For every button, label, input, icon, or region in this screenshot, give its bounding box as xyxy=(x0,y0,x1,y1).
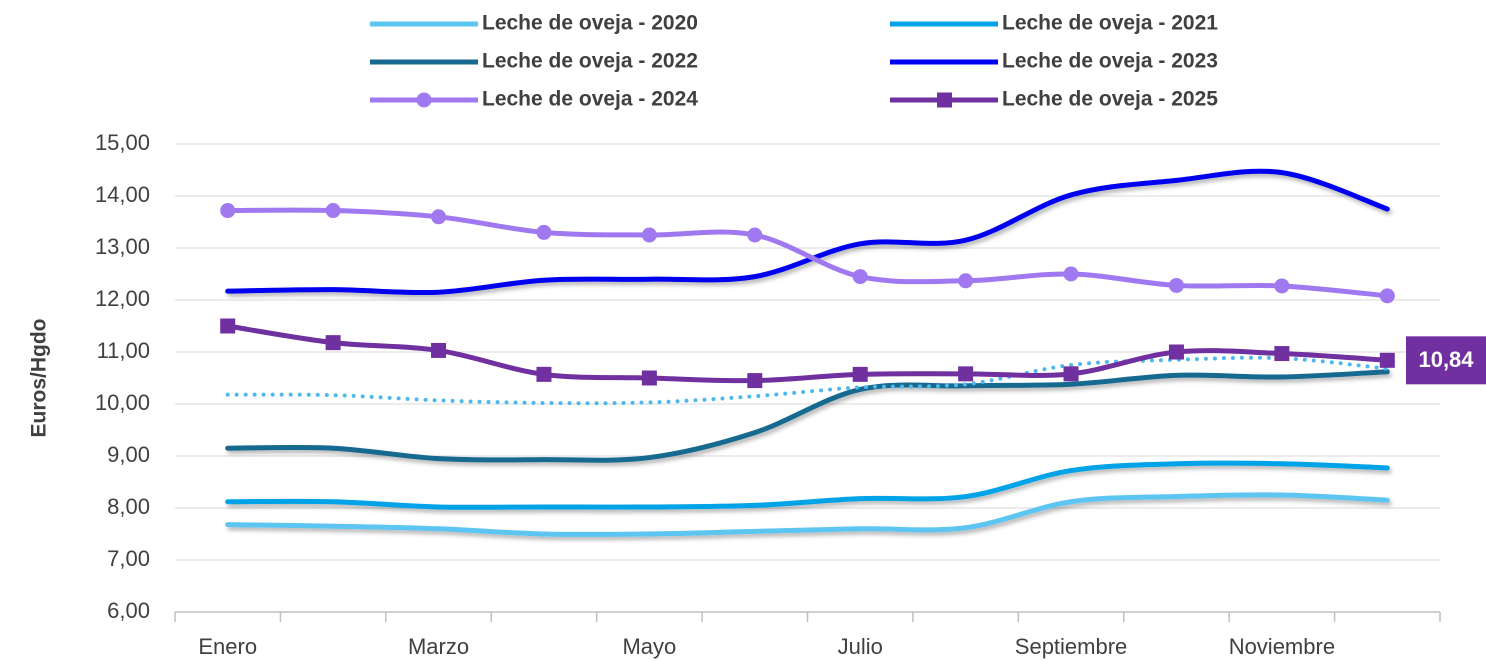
legend-label: Leche de oveja - 2024 xyxy=(482,88,698,111)
legend-item: Leche de oveja - 2023 xyxy=(890,50,1218,73)
legend-marker xyxy=(416,92,432,108)
point-marker xyxy=(1168,344,1184,360)
point-marker xyxy=(958,366,974,382)
point-marker xyxy=(747,373,763,389)
legend-item: Leche de oveja - 2025 xyxy=(890,88,1218,111)
y-tick-label: 6,00 xyxy=(107,598,150,623)
legend-label: Leche de oveja - 2025 xyxy=(1002,88,1218,111)
x-tick-label: Mayo xyxy=(622,634,676,659)
y-tick-label: 11,00 xyxy=(97,338,150,363)
legend-item: Leche de oveja - 2024 xyxy=(370,88,698,111)
point-marker xyxy=(1063,266,1079,282)
x-tick-label: Marzo xyxy=(408,634,469,659)
legend-label: Leche de oveja - 2020 xyxy=(482,12,698,35)
point-marker xyxy=(325,335,341,351)
point-marker xyxy=(536,366,552,382)
legend-marker xyxy=(937,92,952,108)
series-line xyxy=(225,492,1390,537)
point-marker xyxy=(1063,366,1079,382)
point-marker xyxy=(852,366,868,382)
x-tick-label: Enero xyxy=(198,634,257,659)
point-marker xyxy=(958,273,974,289)
series-line xyxy=(225,207,1390,299)
point-marker xyxy=(431,209,447,225)
y-tick-label: 8,00 xyxy=(107,494,150,519)
point-marker xyxy=(1274,278,1290,294)
series-line xyxy=(225,460,1390,510)
series-line xyxy=(225,369,1390,463)
x-tick-label: Noviembre xyxy=(1229,634,1335,659)
y-tick-label: 9,00 xyxy=(107,442,150,467)
legend-label: Leche de oveja - 2023 xyxy=(1002,50,1218,73)
y-tick-label: 15,00 xyxy=(95,130,150,155)
point-marker xyxy=(1379,352,1395,368)
point-marker xyxy=(431,342,447,358)
y-tick-label: 10,00 xyxy=(95,390,150,415)
point-marker xyxy=(641,370,657,386)
series-line xyxy=(225,323,1390,384)
point-marker xyxy=(1379,288,1395,304)
y-tick-label: 13,00 xyxy=(95,234,150,259)
x-tick-label: Julio xyxy=(838,634,883,659)
y-tick-label: 7,00 xyxy=(107,546,150,571)
data-label: 10,84 xyxy=(1418,347,1474,372)
point-marker xyxy=(747,227,763,243)
legend-item: Leche de oveja - 2021 xyxy=(890,12,1218,35)
legend-label: Leche de oveja - 2022 xyxy=(482,50,698,73)
y-tick-label: 14,00 xyxy=(95,182,150,207)
series-line xyxy=(225,355,1390,406)
point-marker xyxy=(220,318,236,334)
y-axis-title: Euros/Hgdo xyxy=(28,319,51,438)
point-marker xyxy=(1274,346,1290,362)
y-tick-label: 12,00 xyxy=(95,286,150,311)
point-marker xyxy=(325,203,341,219)
legend-item: Leche de oveja - 2022 xyxy=(370,50,698,73)
legend-label: Leche de oveja - 2021 xyxy=(1002,12,1218,35)
point-marker xyxy=(1168,277,1184,293)
point-marker xyxy=(852,269,868,285)
legend-item: Leche de oveja - 2020 xyxy=(370,12,698,35)
point-marker xyxy=(220,203,236,219)
point-marker xyxy=(641,227,657,243)
data-label-box xyxy=(1406,336,1486,385)
x-tick-label: Septiembre xyxy=(1015,634,1128,659)
point-marker xyxy=(536,224,552,240)
series-line xyxy=(225,168,1390,296)
